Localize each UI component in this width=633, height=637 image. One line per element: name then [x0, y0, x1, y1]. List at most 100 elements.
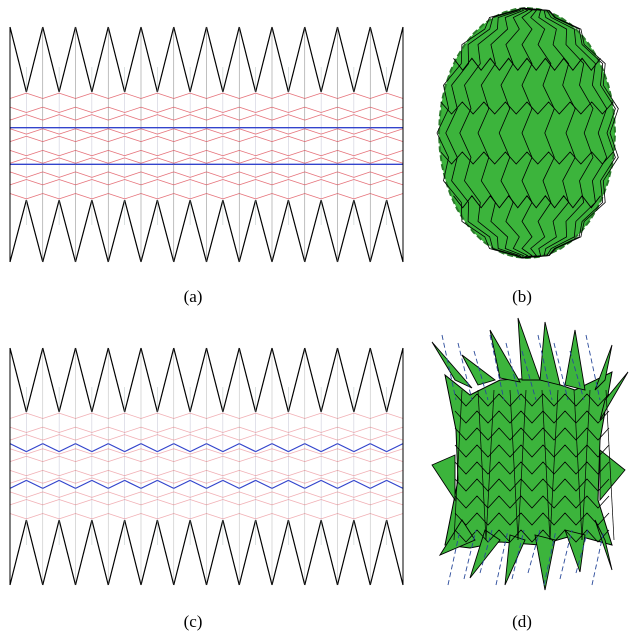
crease [387, 27, 403, 92]
crease [256, 470, 272, 475]
crease [125, 449, 141, 454]
crease [207, 129, 223, 134]
crease [288, 449, 304, 454]
crease [321, 456, 337, 461]
crease [321, 129, 337, 134]
crease [239, 478, 255, 483]
crease [141, 158, 157, 163]
crease [174, 492, 190, 497]
crease [43, 470, 59, 475]
crease [141, 514, 157, 519]
crease [108, 158, 124, 163]
crease [256, 150, 272, 155]
crease [174, 348, 190, 412]
crease [108, 514, 124, 519]
crease [256, 158, 272, 163]
crease [354, 115, 370, 120]
crease [76, 478, 92, 483]
crease [76, 115, 92, 120]
crease [288, 520, 304, 585]
crease [108, 129, 124, 134]
crease [354, 200, 370, 262]
crease [338, 172, 354, 177]
crease [125, 435, 141, 440]
crease [256, 115, 272, 120]
crease [92, 172, 108, 177]
crease [157, 492, 173, 497]
crease [26, 348, 42, 412]
crease [141, 200, 157, 262]
crease [305, 136, 321, 141]
crease [305, 478, 321, 483]
crease [256, 456, 272, 461]
crease [26, 413, 42, 418]
crease [10, 200, 26, 262]
crease [305, 449, 321, 454]
crease [59, 194, 75, 199]
crease [305, 179, 321, 184]
crease [305, 172, 321, 177]
crease [387, 427, 403, 432]
crease [288, 435, 304, 440]
crease [125, 200, 141, 262]
crease [288, 348, 304, 412]
crease [305, 150, 321, 155]
crease [272, 470, 288, 475]
crease [288, 514, 304, 519]
spike [432, 455, 455, 500]
crease [76, 136, 92, 141]
crease [272, 520, 288, 585]
crease [387, 115, 403, 120]
crease [288, 427, 304, 432]
crease [256, 179, 272, 184]
crease [174, 93, 190, 98]
crease [174, 449, 190, 454]
crease [239, 480, 255, 488]
crease [157, 179, 173, 184]
crease [92, 444, 108, 452]
crease [157, 348, 173, 412]
crease [92, 194, 108, 199]
crease [10, 158, 26, 163]
crease [43, 413, 59, 418]
crease [125, 514, 141, 519]
crease [272, 478, 288, 483]
crease [272, 348, 288, 412]
crease [288, 194, 304, 199]
crease [239, 179, 255, 184]
crease [108, 492, 124, 497]
crease [10, 150, 26, 155]
crease [190, 520, 206, 585]
crease [207, 514, 223, 519]
crease [387, 150, 403, 155]
crease [92, 456, 108, 461]
crease [370, 129, 386, 134]
crease [321, 520, 337, 585]
crease [43, 520, 59, 585]
crease [321, 449, 337, 454]
crease [207, 93, 223, 98]
crease [125, 93, 141, 98]
crease [125, 444, 141, 452]
crease [338, 129, 354, 134]
crease [174, 194, 190, 199]
crease [76, 129, 92, 134]
folded-model-d [432, 318, 628, 590]
crease [288, 129, 304, 134]
crease [239, 115, 255, 120]
crease [190, 27, 206, 92]
crease [59, 129, 75, 134]
crease [239, 514, 255, 519]
crease [256, 172, 272, 177]
crease [239, 158, 255, 163]
crease [321, 348, 337, 412]
crease [256, 129, 272, 134]
crease [272, 413, 288, 418]
crease [174, 27, 190, 92]
crease [305, 520, 321, 585]
crease [354, 480, 370, 488]
crease [190, 150, 206, 155]
crease [141, 107, 157, 112]
crease [321, 480, 337, 488]
crease [59, 480, 75, 488]
